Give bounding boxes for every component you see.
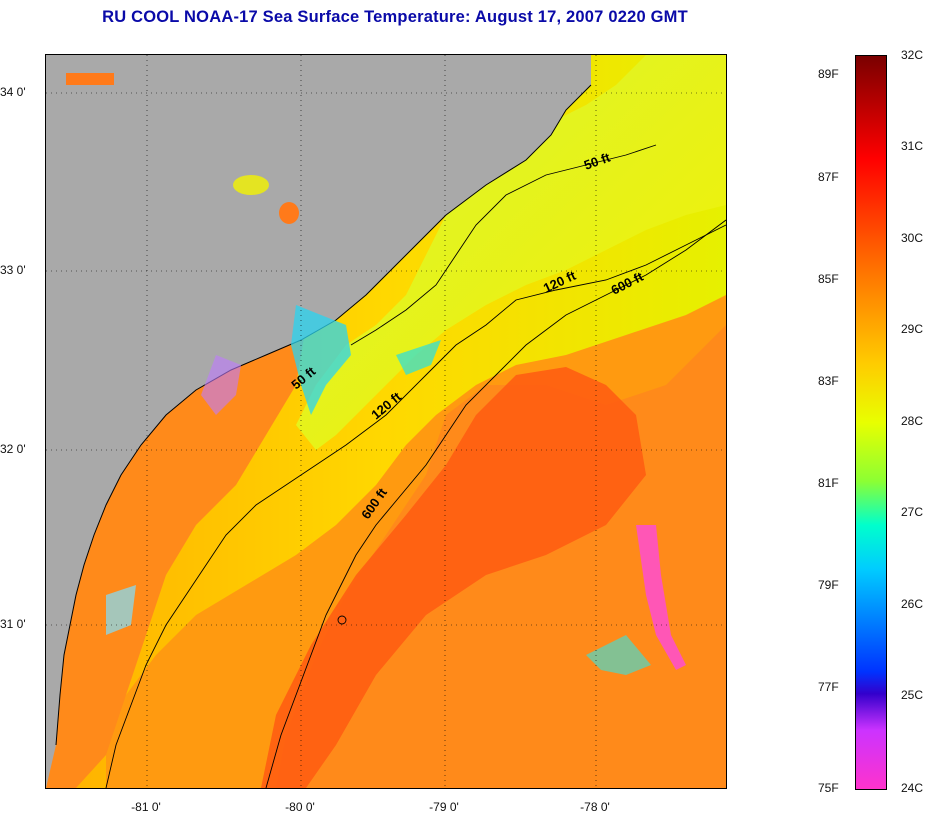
sst-map: 50 ft 120 ft 600 ft 50 ft 120 ft 600 ft: [45, 54, 727, 789]
isobath-600ft: [265, 219, 726, 788]
isobath-120ft: [105, 224, 726, 788]
colorbar-celsius-label: 26C: [901, 597, 924, 611]
colorbar-fahrenheit-label: 77F: [818, 680, 839, 694]
cool-patch: [201, 355, 241, 415]
colorbar-fahrenheit-label: 75F: [818, 781, 839, 795]
warm-spot: [279, 202, 299, 224]
cool-patch: [291, 305, 351, 415]
map-title: RU COOL NOAA-17 Sea Surface Temperature:…: [102, 8, 688, 26]
colorbar-fahrenheit-label: 87F: [818, 170, 839, 184]
colorbar-fahrenheit-label: 83F: [818, 374, 839, 388]
cool-patch: [636, 525, 686, 670]
land-mass: [46, 55, 591, 788]
cool-patch: [396, 340, 441, 375]
temperature-colorbar: [855, 55, 887, 790]
colorbar-celsius-label: 28C: [901, 414, 924, 428]
sst-map-canvas: 50 ft 120 ft 600 ft 50 ft 120 ft 600 ft: [46, 55, 726, 788]
graticule: [46, 55, 726, 788]
colorbar-fahrenheit-label: 85F: [818, 272, 839, 286]
lake-feature: [233, 175, 269, 195]
colorbar-fahrenheit-label: 89F: [818, 67, 839, 81]
lake-feature: [66, 73, 114, 85]
nearshore-water: [296, 55, 726, 450]
latitude-label: 31 0': [0, 617, 26, 631]
colorbar-fahrenheit-label: 81F: [818, 476, 839, 490]
colorbar-celsius-label: 29C: [901, 322, 924, 336]
cool-patch: [106, 585, 136, 635]
colorbar-fahrenheit-label: 79F: [818, 578, 839, 592]
longitude-label: -79 0': [429, 800, 459, 814]
colorbar-celsius-label: 25C: [901, 688, 924, 702]
latitude-label: 33 0': [0, 263, 26, 277]
latitude-label: 34 0': [0, 85, 26, 99]
colorbar-celsius-label: 30C: [901, 231, 924, 245]
colorbar-celsius-label: 24C: [901, 781, 924, 795]
circle-feature: [337, 615, 347, 625]
colorbar-celsius-label: 27C: [901, 505, 924, 519]
isobath-50ft-north: [350, 144, 657, 346]
longitude-label: -80 0': [285, 800, 315, 814]
latitude-label: 32 0': [0, 442, 26, 456]
cool-patch: [586, 635, 651, 675]
longitude-label: -81 0': [131, 800, 161, 814]
longitude-label: -78 0': [580, 800, 610, 814]
gulf-stream-core: [261, 367, 646, 788]
colorbar-celsius-label: 31C: [901, 139, 924, 153]
colorbar-celsius-label: 32C: [901, 48, 924, 62]
